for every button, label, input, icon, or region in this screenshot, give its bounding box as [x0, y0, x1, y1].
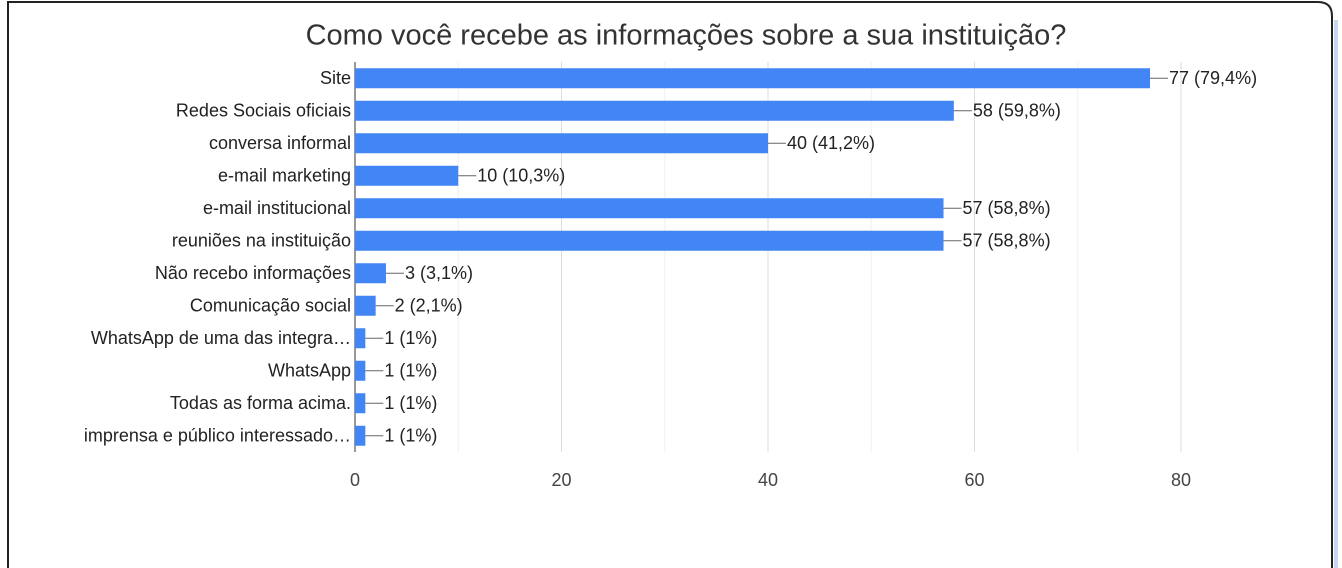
bar: [355, 425, 366, 446]
bar: [355, 393, 366, 414]
y-tick-label: WhatsApp: [268, 361, 351, 381]
x-tick-label: 60: [964, 470, 984, 490]
y-tick-label: Todas as forma acima.: [170, 393, 351, 413]
y-tick-label: Site: [320, 68, 351, 88]
y-tick-label: imprensa e público interessado…: [84, 426, 351, 446]
data-label: 57 (58,8%): [963, 198, 1051, 218]
y-tick-label: WhatsApp de uma das integra…: [91, 328, 351, 348]
y-tick-label: reuniões na instituição: [172, 231, 351, 251]
y-tick-label: e-mail marketing: [218, 166, 351, 186]
bar: [355, 230, 944, 251]
chart-title: Como você recebe as informações sobre a …: [306, 20, 1067, 52]
data-label: 1 (1%): [384, 361, 437, 381]
data-label: 2 (2,1%): [395, 296, 463, 316]
frame: [7, 1, 1333, 568]
x-tick-label: 20: [551, 470, 571, 490]
bar: [355, 100, 954, 121]
y-tick-label: Não recebo informações: [155, 263, 351, 283]
x-tick-label: 80: [1171, 470, 1191, 490]
y-tick-label: e-mail institucional: [203, 198, 351, 218]
data-label: 10 (10,3%): [477, 166, 565, 186]
bar: [355, 133, 768, 154]
data-label: 1 (1%): [384, 393, 437, 413]
data-label: 77 (79,4%): [1169, 68, 1257, 88]
data-label: 58 (59,8%): [973, 101, 1061, 121]
data-label: 1 (1%): [384, 328, 437, 348]
y-tick-label: conversa informal: [209, 133, 351, 153]
bar: [355, 295, 376, 316]
data-label: 57 (58,8%): [963, 231, 1051, 251]
bar: [355, 328, 366, 349]
x-tick-label: 40: [758, 470, 778, 490]
y-tick-label: Redes Sociais oficiais: [176, 101, 351, 121]
y-tick-label: Comunicação social: [190, 296, 351, 316]
data-label: 1 (1%): [384, 426, 437, 446]
bar: [355, 165, 459, 186]
bar: [355, 198, 944, 219]
bar: [355, 68, 1151, 89]
bar: [355, 360, 366, 381]
data-label: 40 (41,2%): [787, 133, 875, 153]
x-tick-label: 0: [350, 470, 360, 490]
data-label: 3 (3,1%): [405, 263, 473, 283]
bar: [355, 263, 386, 284]
